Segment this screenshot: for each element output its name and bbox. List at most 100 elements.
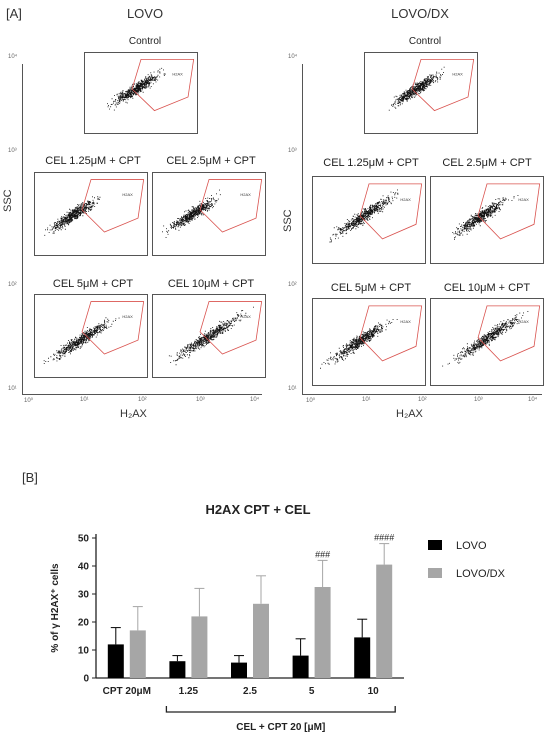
lovodx-y-tick: 10⁴	[288, 54, 298, 60]
lovo-x-tick: 10⁴	[250, 397, 260, 403]
flow-events	[329, 189, 399, 243]
bar	[107, 644, 124, 678]
x-tick-label: 10	[368, 686, 380, 697]
panel-a-label: [A]	[6, 6, 22, 21]
gate-label: H2AX	[240, 192, 251, 197]
lovodx-x-axis	[302, 394, 542, 395]
legend-swatch	[428, 540, 442, 550]
y-tick-label: 40	[78, 562, 90, 573]
gate-polygon	[81, 301, 145, 355]
lovo-plot-title-4: CEL 10μM + CPT	[167, 278, 255, 290]
x-tick-label: 5	[309, 686, 315, 697]
lovo-x-tick: 10²	[138, 397, 147, 403]
y-tick-label: 20	[78, 618, 90, 629]
lovo-plot-title-3: CEL 5μM + CPT	[52, 278, 134, 290]
lovodx-group-title: LOVO/DX	[391, 6, 449, 21]
gate-label: H2AX	[518, 319, 529, 324]
lovodx-y-tick: 10¹	[288, 386, 297, 392]
panel-b-label: [B]	[22, 470, 38, 485]
x-tick-label: 1.25	[179, 686, 199, 697]
x-bracket	[165, 706, 396, 713]
bar-chart: H2AX CPT + CEL 0 10 20 30 40 50 % of γ H2AX⁺ ce…	[50, 502, 506, 733]
gate-polygon	[359, 183, 423, 240]
significance-marker: ###	[315, 549, 330, 559]
lovodx-plot-title-control: Control	[408, 36, 442, 47]
gate-polygon	[477, 183, 541, 240]
lovo-y-tick: 10⁴	[8, 54, 18, 60]
y-tick-label: 0	[83, 674, 89, 685]
flow-plot-lovo-cel-5: H2AX	[34, 294, 148, 378]
lovo-plot-title-control: Control	[128, 36, 162, 47]
bar	[231, 662, 247, 678]
gate-label: H2AX	[240, 314, 251, 319]
gate-label: H2AX	[400, 197, 411, 202]
significance-marker: ####	[374, 533, 394, 543]
lovodx-plot-title-4: CEL 10μM + CPT	[443, 282, 531, 294]
flow-plot-lovo-cel-1-25: H2AX	[34, 172, 148, 256]
gate-polygon	[199, 179, 263, 233]
gate-polygon	[477, 305, 541, 362]
flow-plot-lovodx-cel-10: H2AX	[430, 298, 544, 386]
flow-events	[168, 306, 254, 366]
bar	[376, 564, 393, 678]
flow-events	[442, 311, 529, 367]
lovodx-x-tick: 10⁴	[528, 397, 538, 403]
flow-plot-lovodx-cel-1-25: H2AX	[312, 176, 426, 264]
gate-polygon	[81, 179, 145, 233]
lovo-y-axis	[22, 64, 23, 394]
flow-events	[162, 189, 221, 238]
chart-title: H2AX CPT + CEL	[205, 502, 310, 517]
y-tick-label: 50	[78, 534, 90, 545]
lovo-x-tick: 10⁰	[24, 398, 34, 404]
gate-label: H2AX	[518, 197, 529, 202]
lovodx-y-tick: 10³	[288, 148, 297, 154]
flow-plot-lovodx-control: H2AX	[364, 52, 478, 134]
y-axis-label: % of γ H2AX⁺ cells	[50, 563, 61, 653]
lovo-plot-title-1: CEL 1.25μM + CPT	[45, 155, 141, 167]
lovo-x-tick: 10¹	[80, 397, 89, 403]
lovo-y-axis-label: SSC	[2, 189, 14, 212]
lovo-x-tick: 10³	[196, 397, 205, 403]
flow-events	[107, 67, 166, 111]
lovodx-x-axis-label: H₂AX	[396, 408, 423, 420]
flow-events	[44, 196, 101, 236]
gate-label: H2AX	[172, 71, 183, 76]
bar	[354, 637, 371, 678]
y-tick-label: 10	[78, 646, 90, 657]
bar	[129, 630, 146, 678]
flow-events	[43, 317, 120, 364]
gate-label: H2AX	[122, 314, 133, 319]
flow-plot-lovo-cel-2-5: H2AX	[152, 172, 266, 256]
flow-events	[388, 66, 445, 111]
bar	[292, 655, 309, 678]
lovodx-y-axis-label: SSC	[282, 209, 294, 232]
flow-plot-lovo-control: H2AX	[84, 52, 198, 134]
lovo-group-title: LOVO	[126, 6, 164, 21]
legend-label: LOVO/DX	[456, 568, 506, 580]
x-tick-label: CPT 20μM	[103, 686, 151, 697]
lovodx-x-tick: 10¹	[362, 397, 371, 403]
lovodx-y-tick: 10²	[288, 282, 297, 288]
flow-plot-lovodx-cel-5: H2AX	[312, 298, 426, 386]
lovo-y-tick: 10²	[8, 282, 17, 288]
gate-polygon	[359, 305, 423, 362]
lovodx-plot-title-2: CEL 2.5μM + CPT	[442, 157, 532, 169]
x-axis-label: CEL + CPT 20 [μM]	[236, 722, 325, 733]
flow-plot-lovodx-cel-2-5: H2AX	[430, 176, 544, 264]
legend-swatch	[428, 568, 442, 578]
lovodx-x-tick: 10⁰	[306, 398, 316, 404]
x-tick-label: 2.5	[243, 686, 257, 697]
lovodx-plot-title-1: CEL 1.25μM + CPT	[323, 157, 419, 169]
gate-label: H2AX	[400, 319, 411, 324]
bar	[169, 661, 186, 678]
bar	[314, 587, 331, 678]
lovodx-x-tick: 10²	[418, 397, 427, 403]
lovodx-x-tick: 10³	[474, 397, 483, 403]
lovo-x-axis-label: H₂AX	[120, 408, 147, 420]
lovodx-y-axis	[302, 64, 303, 394]
gate-label: H2AX	[122, 192, 133, 197]
y-tick-label: 30	[78, 590, 90, 601]
lovodx-plot-title-3: CEL 5μM + CPT	[330, 282, 412, 294]
gate-polygon	[411, 59, 475, 112]
flow-events	[452, 195, 519, 240]
